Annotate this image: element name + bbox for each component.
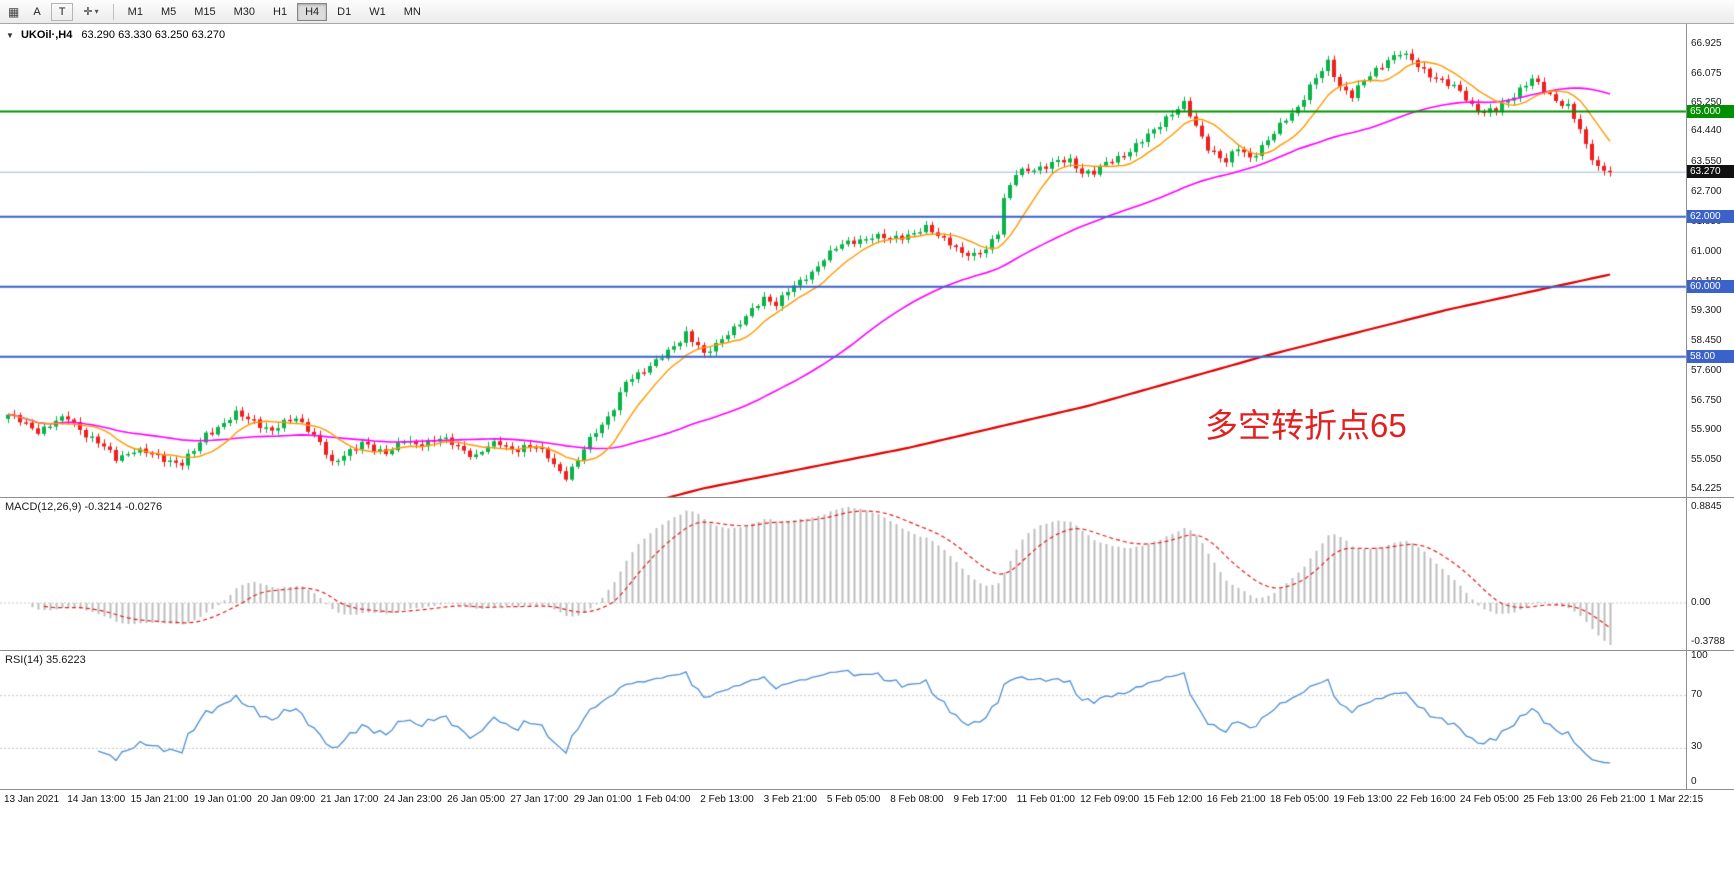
time-axis-label: 2 Feb 13:00	[700, 794, 754, 805]
ohlc-values: 63.290 63.330 63.250 63.270	[81, 29, 226, 41]
rsi-scale-30: 30	[1691, 741, 1703, 752]
time-axis-label: 15 Feb 12:00	[1143, 794, 1203, 805]
time-axis-label: 15 Jan 21:00	[130, 794, 189, 805]
timeframe-button-W1[interactable]: W1	[369, 5, 386, 18]
macd-scale-max: 0.8845	[1691, 501, 1722, 512]
price-axis-label: 55.050	[1691, 454, 1722, 466]
hline-price-tag: 60.000	[1687, 279, 1734, 293]
price-axis-label: 61.000	[1691, 245, 1722, 257]
timeframe-button-M15[interactable]: M15	[194, 5, 216, 18]
toolbar-separator	[112, 3, 114, 20]
current-price-tag: 63.270	[1687, 165, 1734, 179]
time-axis-label: 19 Jan 01:00	[193, 794, 252, 805]
chart-text-annotation[interactable]: 多空转折点65	[1205, 407, 1407, 444]
rsi-scale-100: 100	[1691, 650, 1708, 661]
time-axis-label: 25 Feb 13:00	[1523, 794, 1583, 805]
rsi-scale-0: 0	[1691, 776, 1697, 787]
time-axis[interactable]: 13 Jan 2021 14 Jan 13:00 15 Jan 21:00 19 Ja…	[0, 790, 1703, 812]
time-axis-label: 27 Jan 17:00	[510, 794, 569, 805]
rsi-scale-70: 70	[1691, 689, 1703, 700]
macd-scale-zero: 0.00	[1691, 597, 1711, 608]
timeframe-button-M1[interactable]: M1	[127, 5, 143, 18]
time-axis-label: 26 Feb 21:00	[1586, 794, 1646, 805]
time-axis-label: 1 Feb 04:00	[637, 794, 691, 805]
hline-price-tag: 58.00	[1687, 349, 1734, 363]
time-axis-label: 18 Feb 05:00	[1270, 794, 1329, 805]
time-axis-label: 29 Jan 01:00	[573, 794, 632, 805]
price-axis-label: 62.700	[1691, 186, 1722, 198]
time-axis-label: 24 Feb 05:00	[1459, 794, 1519, 805]
collapse-arrow-icon[interactable]: ▼	[6, 31, 14, 40]
chevron-down-icon: ▾	[94, 7, 99, 16]
timeframe-button-M30[interactable]: M30	[233, 5, 256, 18]
price-axis-label: 55.900	[1691, 424, 1722, 436]
price-axis-label: 66.925	[1691, 38, 1722, 50]
symbol-title: UKOil·,H4	[20, 29, 73, 41]
price-axis-label: 65.250	[1691, 96, 1722, 108]
price-axis-label: 58.450	[1691, 335, 1722, 347]
time-axis-label: 12 Feb 09:00	[1080, 794, 1140, 805]
rsi-axis-splitter[interactable]	[0, 789, 1734, 790]
timeframe-button-H1[interactable]: H1	[273, 5, 288, 18]
time-axis-label: 8 Feb 08:00	[890, 794, 944, 805]
price-axis-label: 57.600	[1691, 364, 1722, 376]
time-axis-label: 21 Jan 17:00	[320, 794, 379, 805]
time-axis-label: 24 Jan 23:00	[383, 794, 442, 805]
price-scale[interactable]: 66.92566.07565.25064.44063.55062.70061.8…	[1687, 24, 1734, 497]
price-axis-label: 54.225	[1691, 483, 1722, 495]
tick-chart-icon[interactable]: ▦	[8, 4, 20, 19]
crosshair-tool-button[interactable]: ✛ ▾	[75, 3, 106, 21]
text-tool-button[interactable]: A	[33, 5, 41, 18]
time-axis-label: 16 Feb 21:00	[1206, 794, 1266, 805]
timeframe-button-MN[interactable]: MN	[403, 5, 421, 18]
time-axis-label: 1 Mar 22:15	[1649, 794, 1704, 805]
timeframe-group: M1 M5 M15 M30 H1 H4 D1 W1 MN	[119, 2, 430, 21]
macd-scale-min: -0.3788	[1691, 636, 1725, 647]
toolbar: ▦ A T ✛ ▾ M1 M5 M15 M30 H1 H4 D1 W1 MN	[0, 0, 1734, 24]
price-axis-label: 59.300	[1691, 305, 1722, 317]
price-axis-label: 66.075	[1691, 67, 1722, 79]
time-axis-label: 11 Feb 01:00	[1016, 794, 1075, 805]
main-macd-splitter[interactable]	[0, 497, 1734, 498]
price-axis-label: 64.440	[1691, 125, 1722, 137]
hline-price-tag: 65.000	[1687, 104, 1734, 118]
price-axis-label: 63.550	[1691, 156, 1722, 168]
time-axis-label: 3 Feb 21:00	[763, 794, 817, 805]
hline-price-tag: 62.000	[1687, 209, 1734, 223]
time-axis-label: 9 Feb 17:00	[953, 794, 1007, 805]
time-axis-label: 13 Jan 2021	[4, 794, 60, 805]
chart-header: ▼ UKOil·,H4 63.290 63.330 63.250 63.270	[6, 29, 225, 41]
time-axis-label: 20 Jan 09:00	[257, 794, 316, 805]
label-tool-button[interactable]: T	[50, 2, 74, 21]
time-axis-label: 19 Feb 13:00	[1333, 794, 1393, 805]
time-axis-label: 22 Feb 16:00	[1396, 794, 1456, 805]
time-axis-label: 14 Jan 13:00	[67, 794, 126, 805]
crosshair-icon: ✛	[83, 6, 93, 18]
timeframe-button-D1[interactable]: D1	[337, 5, 352, 18]
scale-border	[1686, 24, 1687, 790]
macd-indicator-label: MACD(12,26,9) -0.3214 -0.0276	[5, 501, 163, 513]
macd-rsi-splitter[interactable]	[0, 650, 1734, 651]
timeframe-button-H4[interactable]: H4	[297, 2, 328, 21]
time-axis-label: 5 Feb 05:00	[826, 794, 881, 805]
price-axis-label: 56.750	[1691, 394, 1722, 406]
timeframe-button-M5[interactable]: M5	[160, 5, 177, 18]
time-axis-label: 26 Jan 05:00	[447, 794, 505, 805]
rsi-indicator-label: RSI(14) 35.6223	[5, 654, 86, 666]
